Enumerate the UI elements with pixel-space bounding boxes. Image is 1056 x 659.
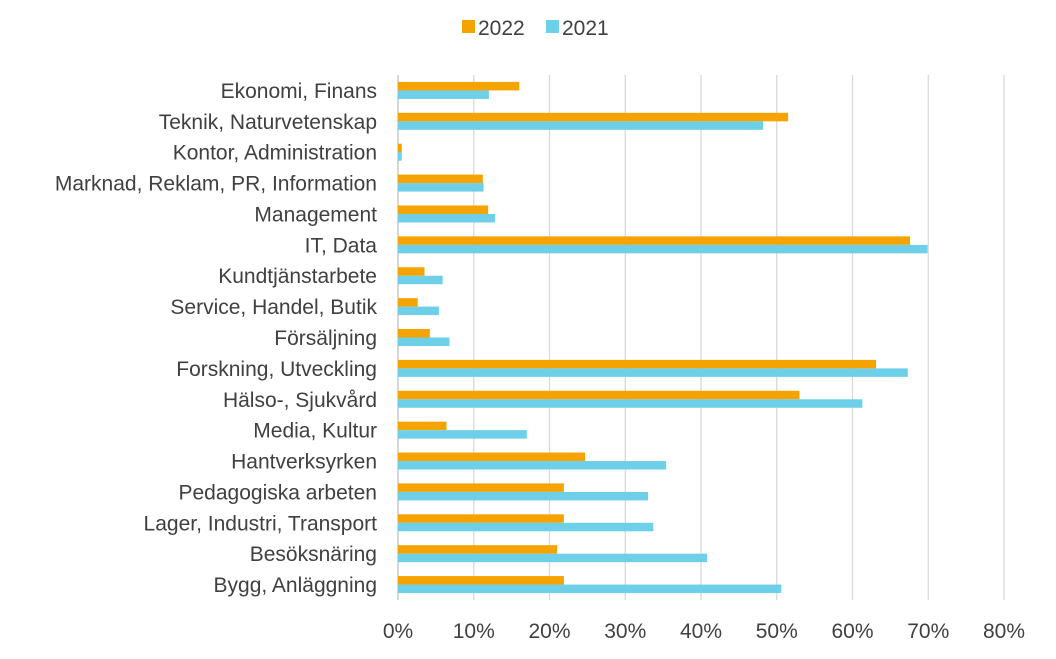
category-label: Forskning, Utveckling <box>176 358 377 381</box>
x-tick-label: 0% <box>383 620 413 643</box>
x-tick-label: 10% <box>453 620 495 643</box>
category-label: Service, Handel, Butik <box>170 296 377 319</box>
bar-2021-management <box>398 213 495 223</box>
category-label: Kundtjänstarbete <box>218 265 377 288</box>
category-label: Besöksnäring <box>250 543 377 566</box>
category-label: Management <box>254 203 377 226</box>
bar-2022-lager-industri-transport <box>398 514 564 523</box>
category-label: Kontor, Administration <box>173 142 377 165</box>
bar-2022-hälso-sjukvård <box>398 390 800 400</box>
bar-2022-hantverksyrken <box>398 452 586 462</box>
category-label: IT, Data <box>305 234 378 257</box>
category-label: Pedagogiska arbeten <box>179 481 378 504</box>
bar-2022-ekonomi-finans <box>398 81 520 91</box>
bars <box>398 81 928 594</box>
bar-2021-media-kultur <box>398 430 527 439</box>
legend: 2022 2021 <box>462 17 609 40</box>
bar-2022-management <box>398 205 489 214</box>
x-tick-label: 30% <box>604 620 646 643</box>
bar-2022-försäljning <box>398 329 430 338</box>
x-tick-label: 20% <box>528 620 570 643</box>
legend-swatch-2022 <box>462 20 475 33</box>
legend-swatch-2021 <box>546 20 559 33</box>
bar-2021-hälso-sjukvård <box>398 399 863 408</box>
legend-label-2022: 2022 <box>478 17 525 40</box>
bar-2021-bygg-anläggning <box>398 584 782 594</box>
bar-2022-besöksnäring <box>398 545 558 554</box>
bar-2022-kundtjänstarbete <box>398 267 425 276</box>
bar-2021-kontor-administration <box>398 152 402 161</box>
bar-2021-hantverksyrken <box>398 461 667 470</box>
bar-2021-ekonomi-finans <box>398 90 489 99</box>
bar-2021-teknik-naturvetenskap <box>398 121 764 130</box>
x-tick-label: 60% <box>831 620 873 643</box>
category-label: Bygg, Anläggning <box>214 574 377 597</box>
category-label: Hälso-, Sjukvård <box>223 389 377 412</box>
category-label: Ekonomi, Finans <box>221 80 377 103</box>
bar-2021-besöksnäring <box>398 553 708 563</box>
category-label: Försäljning <box>274 327 377 350</box>
bar-2021-it-data <box>398 244 928 254</box>
x-tick-label: 50% <box>756 620 798 643</box>
category-label: Media, Kultur <box>253 420 377 443</box>
bar-2022-it-data <box>398 236 911 245</box>
x-tick-label: 70% <box>907 620 949 643</box>
x-tick-label: 40% <box>680 620 722 643</box>
x-tick-labels: 0% 10% 20% 30% 40% 50% 60% 70% 80% <box>383 620 1025 643</box>
bar-2021-service-handel-butik <box>398 306 439 316</box>
bar-2022-marknad-reklam-pr-information <box>398 174 483 184</box>
category-label: Marknad, Reklam, PR, Information <box>55 173 377 196</box>
category-label: Lager, Industri, Transport <box>144 512 378 535</box>
category-label: Hantverksyrken <box>231 451 377 474</box>
bar-2021-pedagogiska-arbeten <box>398 491 648 501</box>
bar-2021-forskning-utveckling <box>398 368 908 377</box>
bar-2021-marknad-reklam-pr-information <box>398 183 484 192</box>
legend-label-2021: 2021 <box>562 17 609 40</box>
bar-2021-försäljning <box>398 337 450 346</box>
bar-2022-kontor-administration <box>398 143 402 153</box>
category-labels: Ekonomi, Finans Teknik, Naturvetenskap Kon… <box>55 80 378 597</box>
bar-2022-bygg-anläggning <box>398 576 564 585</box>
x-tick-label: 80% <box>983 620 1025 643</box>
bar-2021-lager-industri-transport <box>398 522 654 532</box>
bar-2021-kundtjänstarbete <box>398 275 443 285</box>
bar-2022-teknik-naturvetenskap <box>398 112 789 122</box>
bar-2022-service-handel-butik <box>398 298 418 307</box>
bar-2022-pedagogiska-arbeten <box>398 483 564 492</box>
category-label: Teknik, Naturvetenskap <box>159 111 377 134</box>
bar-2022-forskning-utveckling <box>398 359 876 369</box>
bar-2022-media-kultur <box>398 421 447 431</box>
